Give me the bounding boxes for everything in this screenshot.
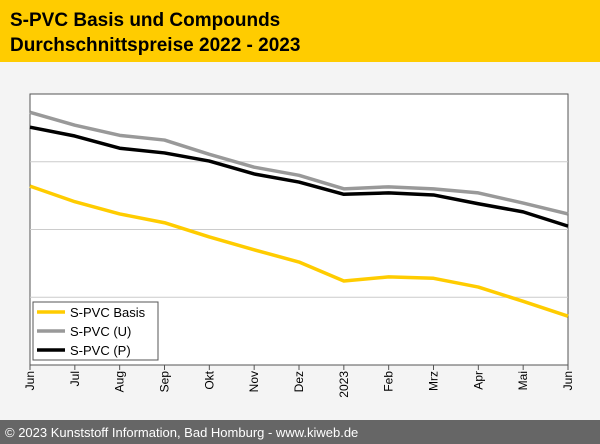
line <box>29 125 569 228</box>
x-tick-label: Aug <box>113 371 127 392</box>
footer-bar <box>0 420 600 444</box>
x-tick-label: Jun <box>561 371 575 390</box>
legend-label: S-PVC Basis <box>70 305 146 320</box>
x-tick-label: Mai <box>516 371 530 390</box>
x-tick-label: 2023 <box>337 371 351 398</box>
x-tick-label: Mrz <box>427 371 441 391</box>
chart-subtitle: Durchschnittspreise 2022 - 2023 <box>10 35 300 56</box>
x-tick-label: Apr <box>471 371 485 390</box>
chart-title: S-PVC Basis und Compounds <box>10 10 280 31</box>
x-tick-label: Nov <box>247 371 261 392</box>
header <box>0 0 600 62</box>
x-tick-label: Sep <box>158 371 172 393</box>
x-tick-label: Jun <box>23 371 37 390</box>
line <box>29 184 569 318</box>
x-tick-label: Dez <box>292 371 306 392</box>
legend-label: S-PVC (U) <box>70 324 131 339</box>
footer: © 2023 Kunststoff Information, Bad Hombu… <box>5 425 358 440</box>
x-tick-label: Jul <box>68 371 82 386</box>
x-tick-label: Okt <box>202 370 216 389</box>
legend-label: S-PVC (P) <box>70 343 131 358</box>
line <box>29 110 569 216</box>
x-tick-label: Feb <box>382 371 396 392</box>
